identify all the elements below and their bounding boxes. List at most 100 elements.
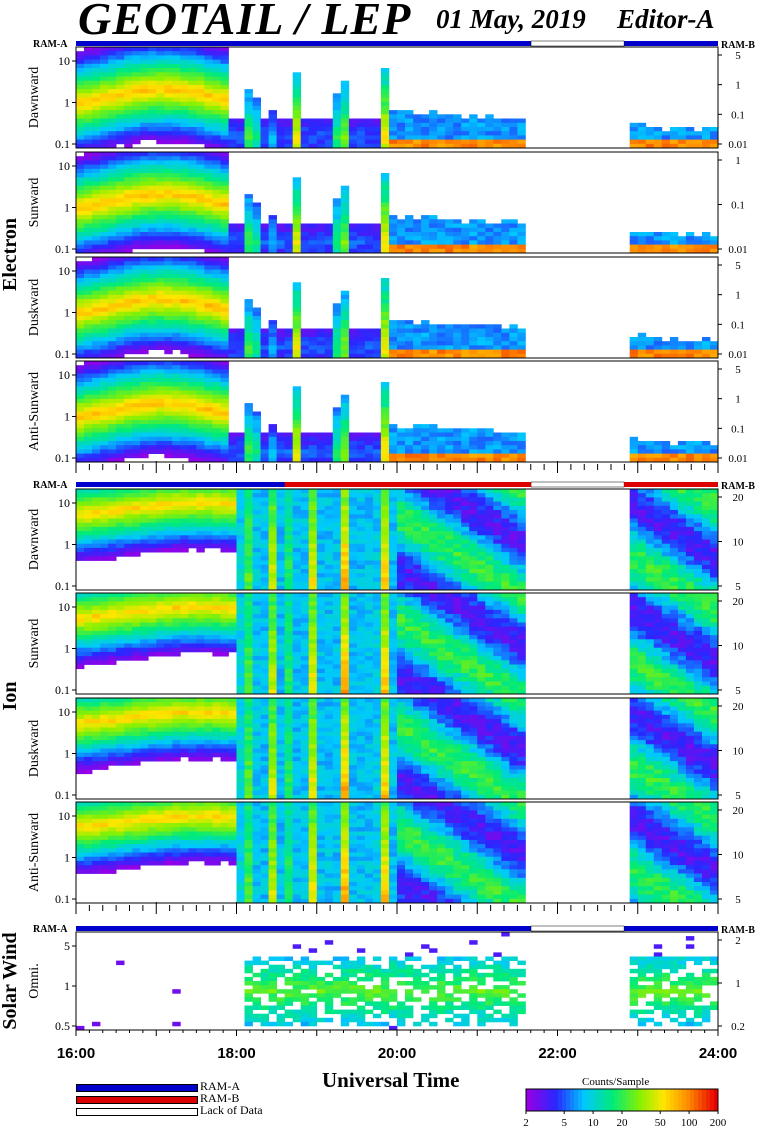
spectrogram-cell <box>84 278 93 283</box>
spectrogram-cell <box>228 449 237 454</box>
spectrogram-cell <box>437 547 446 553</box>
spectrogram-cell <box>276 564 285 570</box>
spectrogram-cell <box>517 445 526 450</box>
spectrogram-cell <box>76 386 85 391</box>
spectrogram-cell <box>517 332 526 338</box>
spectrogram-cell <box>228 135 237 140</box>
spectrogram-cell <box>332 547 342 553</box>
spectrogram-cell <box>228 223 237 229</box>
spectrogram-cell <box>509 341 518 346</box>
spectrogram-cell <box>629 135 639 140</box>
spectrogram-cell <box>188 219 197 224</box>
spectrogram-cell <box>212 93 221 98</box>
spectrogram-cell <box>364 131 374 136</box>
spectrogram-cell <box>509 139 518 145</box>
spectrogram-cell <box>108 202 117 208</box>
spectrogram-cell <box>268 560 277 566</box>
spectrogram-cell <box>172 68 181 73</box>
spectrogram-cell <box>340 328 350 334</box>
spectrogram-cell <box>685 240 695 245</box>
spectrogram-cell <box>669 445 679 450</box>
spectrogram-cell <box>180 232 189 237</box>
spectrogram-cell <box>356 453 366 459</box>
spectrogram-cell <box>260 139 269 145</box>
spectrogram-cell <box>244 248 253 254</box>
spectrogram-cell <box>228 244 237 250</box>
spectrogram-cell <box>76 432 85 438</box>
spectrogram-cell <box>92 373 101 379</box>
spectrogram-cell <box>372 135 382 140</box>
spectrogram-cell <box>501 522 510 528</box>
spectrogram-cell <box>493 349 502 355</box>
spectrogram-cell <box>268 497 277 502</box>
spectrogram-cell <box>116 311 125 317</box>
spectrogram-cell <box>92 324 101 329</box>
spectrogram-cell <box>132 324 141 329</box>
spectrogram-cell <box>702 585 711 591</box>
spectrogram-cell <box>164 505 173 511</box>
spectrogram-cell <box>196 505 205 511</box>
spectrogram-cell <box>116 236 125 241</box>
spectrogram-cell <box>364 453 374 459</box>
spectrogram-cell <box>124 643 133 649</box>
spectrogram-cell <box>276 445 285 450</box>
spectrogram-cell <box>204 345 213 350</box>
spectrogram-cell <box>100 618 109 623</box>
spectrogram-cell <box>164 240 173 245</box>
spectrogram-cell <box>124 656 133 661</box>
spectrogram-cell <box>132 543 141 549</box>
spectrogram-cell <box>501 526 510 532</box>
spectrogram-cell <box>677 569 687 574</box>
spectrogram-cell <box>702 449 711 454</box>
spectrogram-cell <box>372 501 382 507</box>
spectrogram-cell <box>380 457 390 463</box>
spectrogram-cell <box>140 436 149 442</box>
spectrogram-cell <box>156 47 165 52</box>
spectrogram-cell <box>108 543 117 549</box>
spectrogram-cell <box>389 436 398 442</box>
spectrogram-cell <box>477 501 486 507</box>
spectrogram-cell <box>677 531 687 536</box>
spectrogram-cell <box>477 428 486 433</box>
spectrogram-cell <box>284 547 293 553</box>
spectrogram-cell <box>76 265 85 270</box>
spectrogram-cell <box>204 110 213 115</box>
spectrogram-cell <box>244 307 253 313</box>
spectrogram-cell <box>445 240 454 245</box>
spectrogram-cell <box>693 547 703 553</box>
spectrogram-cell <box>372 526 382 532</box>
spectrogram-cell <box>76 55 85 60</box>
spectrogram-cell <box>140 286 149 292</box>
spectrogram-cell <box>284 240 293 245</box>
spectrogram-cell <box>244 122 253 128</box>
spectrogram-cell <box>340 198 350 203</box>
spectrogram-cell <box>132 47 141 52</box>
spectrogram-cell <box>196 320 205 325</box>
spectrogram-cell <box>340 114 350 119</box>
spectrogram-cell <box>140 168 149 174</box>
spectrogram-cell <box>108 432 117 438</box>
spectrogram-cell <box>308 564 318 570</box>
spectrogram-cell <box>164 236 173 241</box>
spectrogram-cell <box>389 453 398 459</box>
spectrogram-cell <box>292 143 302 149</box>
spectrogram-cell <box>276 248 285 254</box>
spectrogram-cell <box>92 390 101 396</box>
spectrogram-cell <box>108 93 117 98</box>
spectrogram-cell <box>220 373 229 379</box>
spectrogram-cell <box>92 47 101 52</box>
spectrogram-cell <box>188 240 197 245</box>
spectrogram-cell <box>220 449 229 454</box>
spectrogram-cell <box>76 97 85 103</box>
spectrogram-cell <box>461 449 470 454</box>
spectrogram-cell <box>140 122 149 128</box>
spectrogram-cell <box>276 518 285 524</box>
spectrogram-cell <box>244 324 253 329</box>
spectrogram-cell <box>156 210 165 216</box>
spectrogram-cell <box>268 236 277 241</box>
spectrogram-cell <box>421 573 430 578</box>
spectrogram-cell <box>180 382 189 387</box>
spectrogram-cell <box>669 135 679 140</box>
spectrogram-cell <box>116 445 125 450</box>
spectrogram-cell <box>276 127 285 132</box>
